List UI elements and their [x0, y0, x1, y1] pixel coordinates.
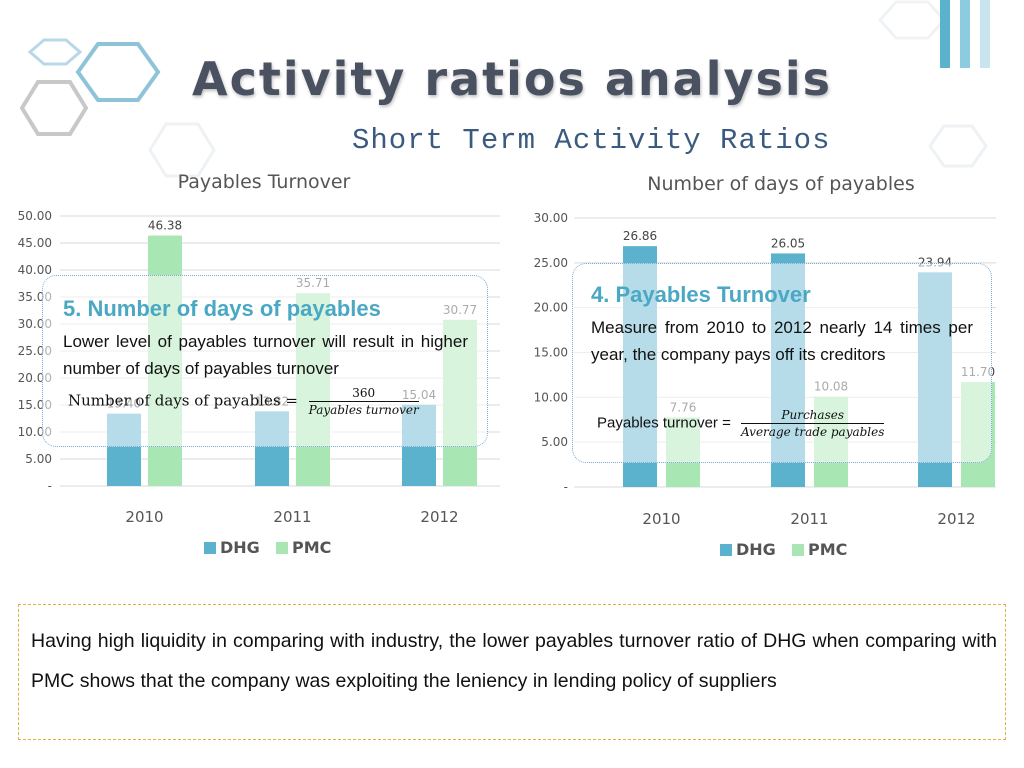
callout-heading: 4. Payables Turnover [591, 282, 811, 307]
y-tick-label: 50.00 [18, 209, 52, 223]
legend-swatch-pmc [792, 544, 804, 556]
y-tick-label: 5.00 [541, 435, 568, 449]
conclusion-note: Having high liquidity in comparing with … [18, 604, 1006, 740]
callout-days-of-payables: 5. Number of days of payables Lower leve… [42, 275, 488, 447]
page-subtitle: Short Term Activity Ratios [352, 124, 831, 157]
legend-swatch-pmc [276, 542, 288, 554]
y-tick-label: 20.00 [534, 301, 568, 315]
hexagon-decoration [19, 0, 990, 178]
y-tick-label: 45.00 [18, 236, 52, 250]
formula-fraction: 360 Payables turnover [308, 386, 419, 417]
formula-numerator: 360 [308, 386, 419, 402]
legend-label: PMC [808, 540, 847, 559]
y-tick-label: 40.00 [18, 263, 52, 277]
data-label: 46.38 [148, 219, 182, 233]
x-tick-label: 2011 [790, 510, 828, 528]
formula-denominator: Average trade payables [741, 425, 885, 439]
x-tick-label: 2010 [125, 508, 163, 526]
y-tick-label: 30.00 [534, 211, 568, 225]
page-title: Activity ratios analysis [192, 52, 832, 106]
x-tick-label: 2012 [420, 508, 458, 526]
y-tick-label: 10.00 [534, 390, 568, 404]
callout-text: Lower level of payables turnover will re… [63, 332, 468, 378]
y-tick-label: 5.00 [25, 452, 52, 466]
x-tick-label: 2012 [937, 510, 975, 528]
x-tick-label: 2010 [642, 510, 680, 528]
callout-payables-turnover: 4. Payables Turnover Measure from 2010 t… [572, 263, 992, 463]
chart-title: Payables Turnover [178, 171, 351, 193]
y-tick-label: 25.00 [534, 256, 568, 270]
formula-denominator: Payables turnover [308, 403, 419, 417]
legend-label: PMC [292, 538, 331, 557]
legend-label: DHG [220, 538, 260, 557]
legend-swatch-dhg [720, 544, 732, 556]
data-label: 26.05 [771, 236, 805, 250]
formula-label: Number of days of payables = [68, 391, 298, 410]
formula: Payables turnover = Purchases Average tr… [597, 408, 885, 439]
formula-numerator: Purchases [741, 408, 885, 424]
callout-text: Measure from 2010 to 2012 nearly 14 time… [591, 318, 973, 364]
legend-label: DHG [736, 540, 776, 559]
callout-heading: 5. Number of days of payables [63, 296, 381, 321]
y-tick-label: - [564, 480, 568, 494]
formula: Number of days of payables = 360 Payable… [68, 386, 419, 417]
data-label: 26.86 [623, 229, 657, 243]
legend-swatch-dhg [204, 542, 216, 554]
formula-fraction: Purchases Average trade payables [741, 408, 885, 439]
chart-title: Number of days of payables [647, 173, 914, 195]
y-tick-label: 15.00 [534, 346, 568, 360]
x-tick-label: 2011 [273, 508, 311, 526]
formula-label: Payables turnover = [597, 414, 731, 432]
conclusion-text: Having high liquidity in comparing with … [31, 630, 997, 692]
y-tick-label: - [48, 479, 52, 493]
